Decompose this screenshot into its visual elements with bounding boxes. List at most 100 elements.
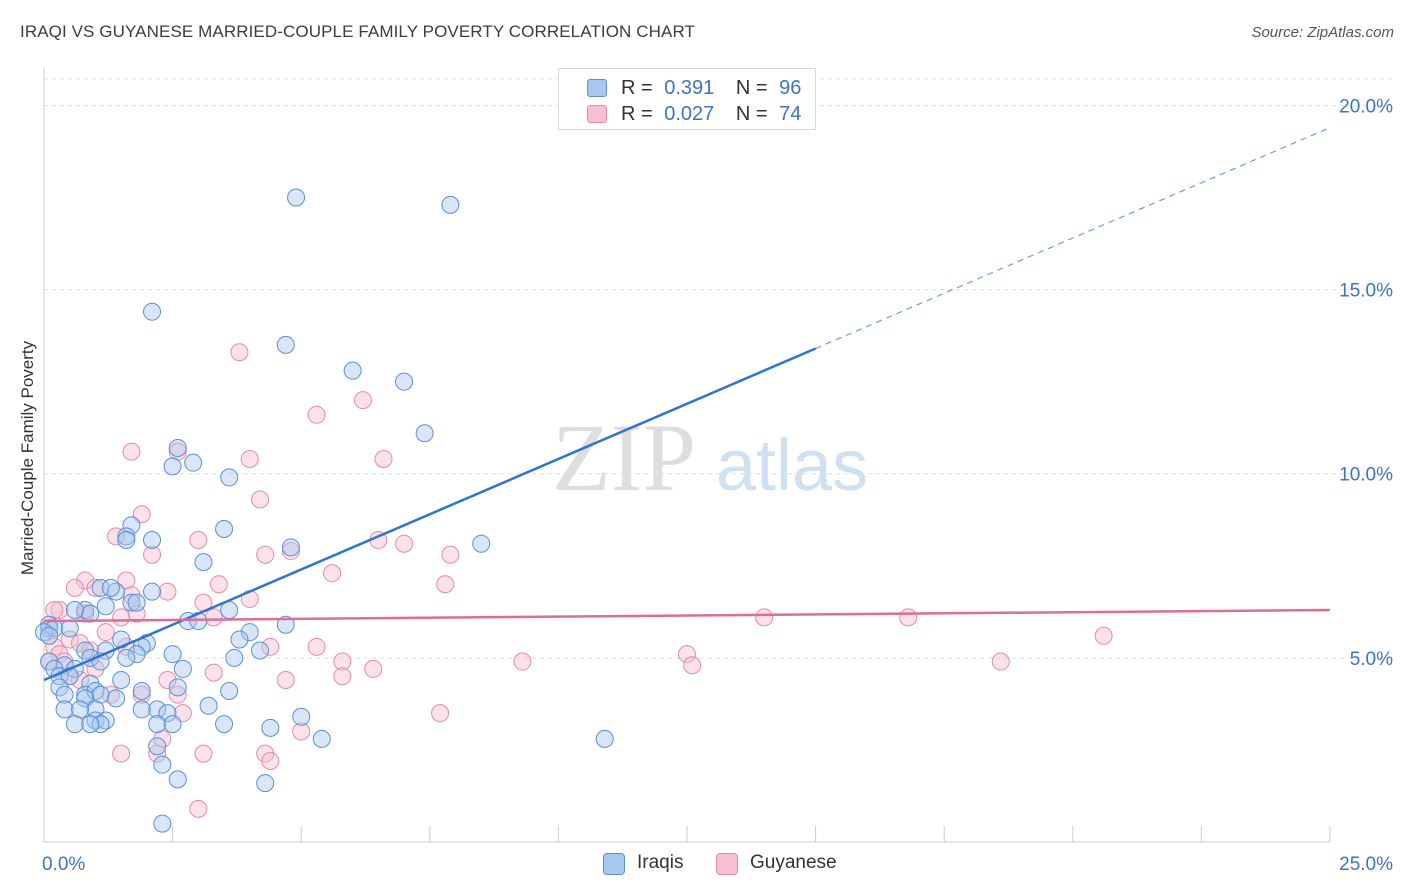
point-guyanese-66 [148, 744, 167, 763]
point-guyanese-1 [353, 391, 372, 410]
trend-iraqis-dashed [815, 127, 1331, 350]
point-guyanese-6 [374, 450, 393, 468]
watermark: ZIP atlas [552, 404, 868, 511]
point-guyanese-12 [395, 534, 414, 553]
point-iraqis-85 [292, 707, 311, 726]
point-iraqis-0 [287, 188, 306, 207]
tick-labels: 5.0% 10.0% 15.0% 20.0% 0.0% 25.0% [42, 96, 1393, 875]
point-guyanese-60 [101, 685, 120, 704]
point-guyanese-10 [189, 531, 208, 550]
point-guyanese-67 [112, 744, 131, 763]
series-legend: Iraqis Guyanese [0, 851, 1406, 877]
point-iraqis-62 [55, 685, 74, 704]
point-iraqis-6 [415, 424, 434, 443]
y-tick-label-15: 15.0% [1339, 281, 1393, 302]
point-iraqis-49 [225, 648, 244, 667]
legend-label-iraqis: Iraqis [637, 852, 684, 873]
point-iraqis-95 [65, 600, 84, 619]
point-iraqis-86 [312, 729, 331, 748]
y-tick-label-20: 20.0% [1339, 96, 1393, 117]
point-guyanese-7 [251, 490, 270, 509]
point-iraqis-25 [76, 600, 95, 619]
point-guyanese-70 [261, 751, 280, 770]
point-guyanese-56 [333, 667, 352, 686]
point-guyanese-30 [112, 608, 131, 627]
point-iraqis-67 [76, 689, 95, 708]
point-iraqis-61 [220, 682, 239, 701]
point-iraqis-65 [86, 682, 105, 701]
point-iraqis-24 [96, 597, 115, 616]
point-iraqis-90 [168, 770, 187, 789]
legend-guyanese-n-value: 74 [779, 103, 802, 125]
point-iraqis-15 [117, 531, 136, 550]
point-iraqis-80 [81, 715, 100, 734]
point-guyanese-47 [333, 652, 352, 671]
point-iraqis-88 [148, 737, 167, 756]
point-iraqis-70 [199, 696, 218, 715]
point-guyanese-40 [261, 637, 280, 656]
legend-swatch-guyanese [587, 105, 607, 123]
point-iraqis-19 [91, 578, 110, 597]
point-guyanese-73 [65, 578, 84, 597]
point-iraqis-79 [91, 715, 110, 734]
point-iraqis-36 [40, 626, 59, 645]
point-iraqis-78 [96, 711, 115, 730]
point-iraqis-81 [148, 715, 167, 734]
point-iraqis-16 [281, 538, 300, 557]
point-guyanese-35 [1094, 626, 1113, 645]
point-iraqis-17 [472, 534, 491, 553]
grid-lines [44, 78, 1392, 659]
point-iraqis-5 [395, 372, 414, 391]
legend-iraqis-n-value: 96 [779, 77, 802, 99]
point-guyanese-17 [323, 564, 342, 583]
point-iraqis-14 [143, 531, 162, 550]
point-iraqis-3 [276, 335, 295, 354]
y-tick-label-10: 10.0% [1339, 465, 1393, 486]
point-iraqis-93 [101, 578, 120, 597]
point-iraqis-92 [153, 814, 172, 833]
point-iraqis-44 [127, 645, 146, 664]
trend-guyanese [43, 608, 1331, 623]
point-iraqis-8 [163, 457, 182, 476]
point-iraqis-57 [112, 670, 131, 689]
point-guyanese-19 [86, 578, 105, 597]
point-guyanese-0 [230, 343, 249, 362]
trend-lines [43, 127, 1331, 682]
point-iraqis-82 [163, 715, 182, 734]
point-guyanese-41 [307, 637, 326, 656]
point-iraqis-59 [168, 678, 187, 697]
point-iraqis-45 [163, 645, 182, 664]
point-guyanese-49 [683, 656, 702, 675]
legend-guyanese-r-value: 0.027 [664, 103, 715, 125]
point-iraqis-74 [132, 700, 151, 719]
point-iraqis-9 [184, 453, 203, 472]
point-guyanese-20 [209, 575, 228, 594]
correlation-legend: R = 0.391 N = 96 R = 0.027 N = 74 [558, 68, 816, 130]
legend-swatch-iraqis [587, 79, 607, 97]
chart-title: IRAQI VS GUYANESE MARRIED-COUPLE FAMILY … [20, 22, 695, 41]
point-guyanese-64 [292, 722, 311, 741]
point-iraqis-33 [60, 619, 79, 638]
point-iraqis-20 [143, 582, 162, 601]
point-iraqis-4 [343, 361, 362, 380]
point-guyanese-3 [122, 442, 141, 461]
point-guyanese-14 [143, 545, 162, 564]
point-iraqis-21 [107, 582, 126, 601]
axes [43, 68, 1331, 843]
point-iraqis-26 [81, 604, 100, 623]
point-iraqis-91 [256, 774, 275, 793]
point-guyanese-23 [158, 582, 177, 601]
point-guyanese-48 [513, 652, 532, 671]
point-iraqis-54 [173, 659, 192, 678]
point-iraqis-12 [215, 519, 234, 538]
x-tick-label-25: 25.0% [1339, 854, 1393, 875]
point-iraqis-22 [122, 593, 141, 612]
legend-label-guyanese: Guyanese [750, 852, 837, 873]
point-guyanese-50 [991, 652, 1010, 671]
point-iraqis-7 [168, 438, 187, 457]
point-iraqis-69 [148, 700, 167, 719]
point-iraqis-35 [240, 623, 259, 642]
watermark-zip: ZIP [552, 404, 696, 511]
point-guyanese-62 [173, 704, 192, 723]
point-guyanese-61 [168, 685, 187, 704]
